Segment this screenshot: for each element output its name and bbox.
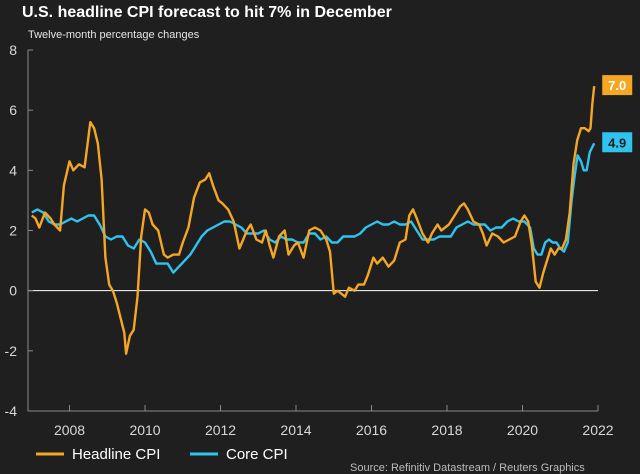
headline-value-badge [602, 75, 633, 96]
y-tick-label: -2 [5, 343, 18, 359]
axes: -4 -2 0 2 4 6 8 2008 2010 2012 2014 2016 2018 2020 202… [5, 42, 614, 438]
headline-cpi-line [31, 85, 596, 355]
y-tick-label: 4 [9, 162, 17, 178]
y-tick-label: 0 [9, 283, 17, 299]
x-tick-label: 2022 [582, 422, 613, 438]
x-tick-label: 2016 [356, 422, 387, 438]
y-tick-label: 8 [9, 42, 17, 58]
x-tick-label: 2012 [205, 422, 236, 438]
end-value-labels: 7.0 4.9 [602, 75, 633, 153]
series-lines [31, 85, 596, 355]
chart-title: U.S. headline CPI forecast to hit 7% in … [22, 4, 392, 21]
source-note: Source: Refinitiv Datastream / Reuters G… [350, 462, 585, 474]
y-tick-label: 6 [9, 102, 17, 118]
headline-value-label: 7.0 [608, 78, 626, 93]
x-tick-label: 2020 [507, 422, 538, 438]
x-tick-label: 2018 [431, 422, 462, 438]
y-tick-label: 2 [9, 223, 17, 239]
legend: Headline CPI Core CPI [36, 446, 288, 463]
x-tick-label: 2010 [129, 422, 160, 438]
core-value-badge [602, 132, 633, 153]
chart-subtitle: Twelve-month percentage changes [28, 29, 200, 41]
x-tick-label: 2014 [280, 422, 311, 438]
x-tick-label: 2008 [54, 422, 85, 438]
y-tick-label: -4 [5, 403, 18, 419]
legend-label-headline: Headline CPI [72, 446, 160, 463]
core-cpi-line [31, 142, 596, 274]
legend-label-core: Core CPI [226, 446, 288, 463]
core-value-label: 4.9 [608, 135, 626, 150]
